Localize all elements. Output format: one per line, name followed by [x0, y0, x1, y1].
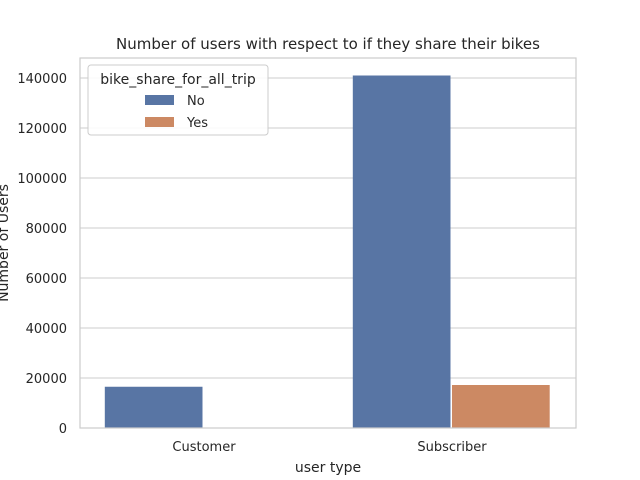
- y-tick-label: 20000: [26, 372, 67, 387]
- y-tick-label: 0: [59, 422, 67, 437]
- bars: [104, 75, 550, 428]
- chart-title: Number of users with respect to if they …: [116, 35, 540, 53]
- y-tick-labels: 0 20000 40000 60000 80000 100000 120000 140000: [17, 72, 67, 437]
- x-axis-label: user type: [295, 460, 361, 476]
- x-tick-label: Subscriber: [417, 440, 487, 455]
- legend-title: bike_share_for_all_trip: [100, 72, 256, 88]
- x-tick-labels: Customer Subscriber: [172, 440, 487, 455]
- y-tick-label: 80000: [26, 222, 67, 237]
- plot-frame: [79, 57, 577, 429]
- legend-label-no: No: [187, 94, 205, 109]
- legend-label-yes: Yes: [186, 116, 208, 131]
- legend-box: [87, 64, 269, 136]
- y-tick-label: 40000: [26, 322, 67, 337]
- bar-no-subscriber: [352, 75, 451, 428]
- y-tick-label: 100000: [17, 172, 67, 187]
- legend: bike_share_for_all_trip No Yes: [87, 64, 269, 136]
- y-tick-label: 140000: [17, 72, 67, 87]
- y-axis-label: Number of Users: [0, 184, 12, 302]
- bar-no-customer: [104, 386, 203, 428]
- bar-yes-subscriber: [452, 385, 550, 428]
- y-tick-label: 60000: [26, 272, 67, 287]
- legend-swatch-no: [145, 95, 174, 105]
- legend-swatch-yes: [145, 117, 174, 127]
- y-tick-label: 120000: [17, 122, 67, 137]
- x-tick-label: Customer: [172, 440, 236, 455]
